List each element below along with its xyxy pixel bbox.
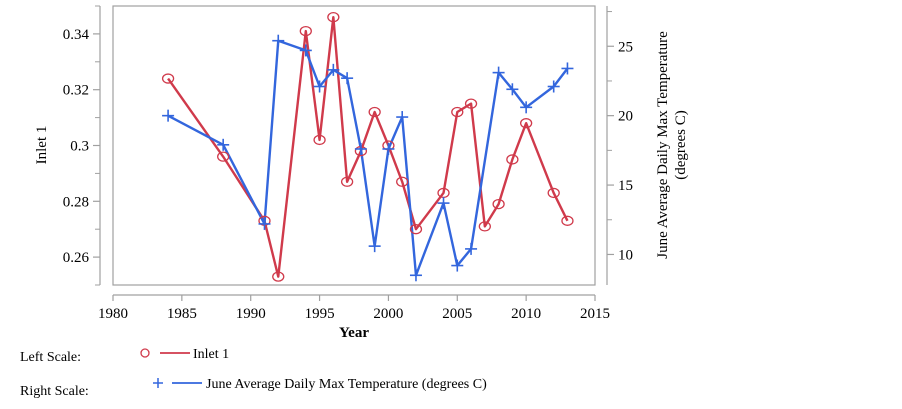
inlet-1-data-point [161,73,175,84]
series-lines [167,15,569,278]
legend-right-series-name: June Average Daily Max Temperature (degr… [206,377,487,392]
inlet-1-data-point [368,106,381,118]
temperature-data-point [382,142,395,155]
inlet-1-data-point [506,154,519,165]
left-axis-ticks: 0.26 0.28 0.3 0.32 0.34 [63,5,100,286]
x-tick-label: 2000 [373,306,403,322]
right-tick-label: 10 [618,247,633,263]
temperature-data-point [451,259,464,272]
left-tick-label: 0.34 [63,27,90,43]
inlet-1-data-point [409,224,423,235]
temperature-data-point [217,138,230,151]
temperature-data-point [465,242,478,255]
x-axis-ticks: 1980 1985 1990 1995 2000 2005 2010 2015 [98,295,610,322]
inlet-1-data-point [519,118,533,129]
inlet-1-data-point [561,215,574,226]
temperature-data-point [409,269,422,282]
x-tick-label: 1980 [98,306,128,322]
right-tick-label: 25 [618,39,633,55]
temperature-data-point [299,44,312,57]
inlet-1-data-point [396,176,409,187]
temperature-data-point [354,142,367,155]
inlet-1-data-point [478,221,491,232]
legend-left-scale-label: Left Scale: [20,350,81,365]
x-axis-title: Year [339,325,369,341]
left-tick-label: 0.28 [63,194,89,210]
temperature-data-point [327,63,340,76]
right-tick-label: 15 [618,178,633,194]
temperature-data-point [313,80,326,93]
temperature-data-point [272,34,285,47]
legend: Left Scale: Inlet 1 Right Scale: June Av… [20,347,487,399]
temperature-data-point [368,240,381,253]
plot-area [112,5,596,286]
inlet-1-data-point [299,25,312,37]
x-tick-label: 2005 [442,306,472,322]
left-tick-label: 0.26 [63,250,90,266]
x-tick-label: 1990 [236,306,266,322]
series-line-inlet-1 [167,15,569,278]
left-tick-label: 0.3 [70,139,89,155]
right-tick-label: 20 [618,109,633,125]
legend-circle-marker-icon [140,348,150,358]
inlet-1-data-point [451,106,464,118]
x-tick-label: 1995 [305,306,335,322]
right-axis-title-line2: (degrees C) [673,110,689,180]
inlet-1-data-point [327,12,340,23]
temperature-data-point [396,111,409,124]
legend-right-scale-label: Right Scale: [20,384,89,399]
x-tick-label: 2015 [580,306,610,322]
inlet-1-data-point [340,176,354,187]
temperature-data-point [561,62,574,75]
temperature-data-point [492,66,505,79]
left-tick-label: 0.32 [63,83,89,99]
inlet-1-data-point [313,134,326,146]
series-markers [161,12,574,282]
inlet-1-data-point [272,271,285,282]
inlet-1-data-point [547,187,560,199]
temperature-data-point [506,83,519,96]
right-axis-ticks: 10 15 20 25 [607,11,633,263]
inlet-1-data-point [464,98,478,109]
legend-plus-marker-icon [153,378,163,388]
temperature-data-point [341,72,354,85]
temperature-data-point [520,101,533,114]
legend-left-series-name: Inlet 1 [193,347,229,362]
temperature-data-point [258,217,271,230]
temperature-data-point [162,109,175,122]
inlet-1-data-point [492,198,505,210]
temperature-data-point [437,197,450,210]
left-axis-title: Inlet 1 [34,126,50,165]
x-tick-label: 2010 [511,306,541,322]
right-axis-title-line1: June Average Daily Max Temperature [655,31,671,259]
temperature-data-point [547,80,560,93]
x-tick-label: 1985 [167,306,197,322]
inlet-1-data-point [217,151,230,162]
